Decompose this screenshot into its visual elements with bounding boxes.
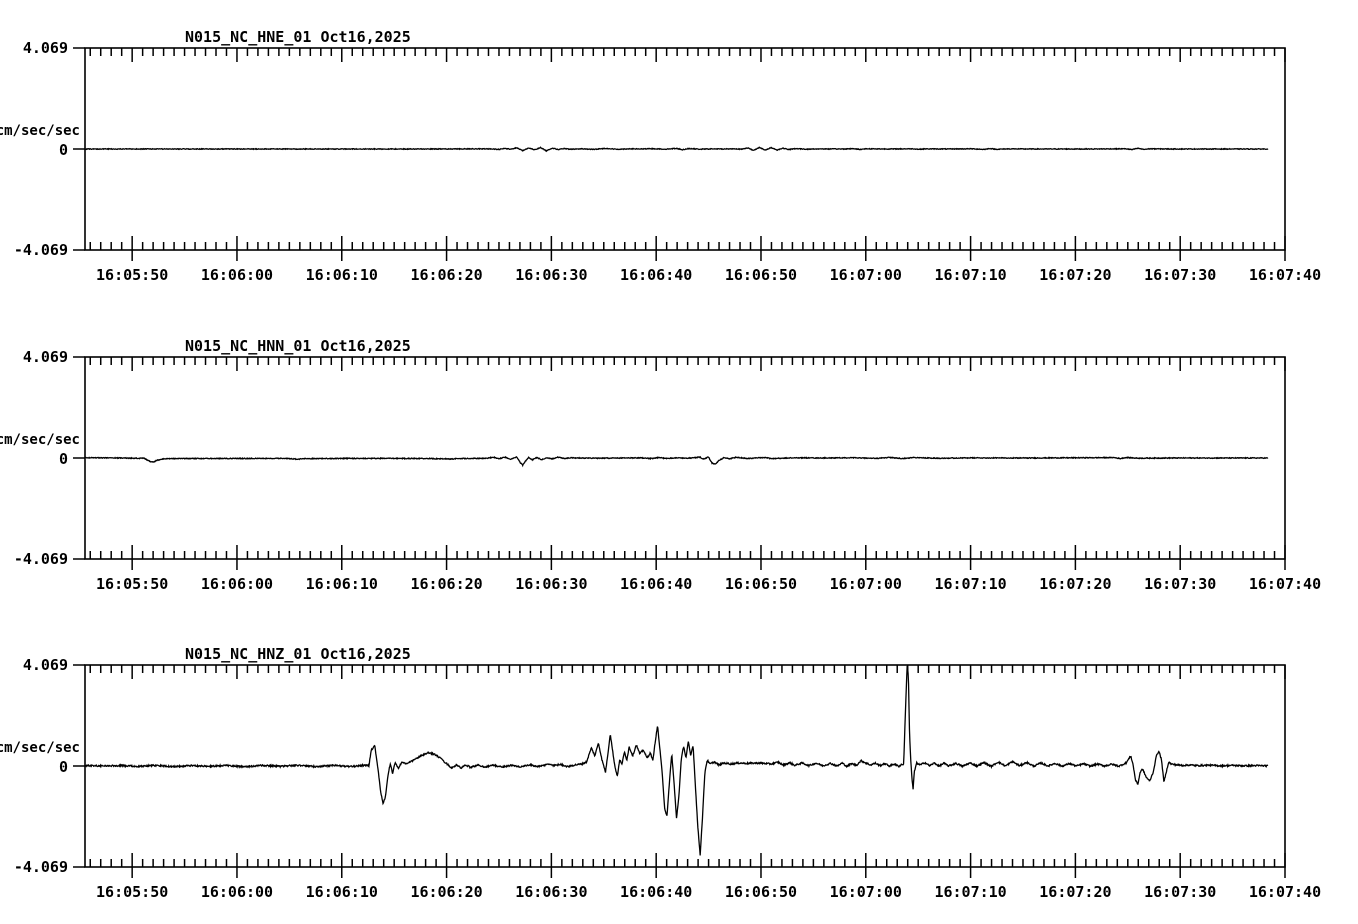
x-axis-tick-label: 16:07:20 <box>1039 266 1111 284</box>
x-axis-tick-label: 16:06:20 <box>410 883 482 901</box>
waveform-trace <box>84 146 1269 153</box>
x-axis-tick-label: 16:06:10 <box>306 266 378 284</box>
x-axis-tick-label: 16:05:50 <box>96 575 168 593</box>
x-axis-tick-label: 16:05:50 <box>96 266 168 284</box>
plot-frame <box>84 356 1286 560</box>
x-axis-tick-label: 16:06:30 <box>515 575 587 593</box>
panel-title: N015_NC_HNE_01 Oct16,2025 <box>185 28 411 46</box>
y-axis-zero-label: 0 <box>59 450 68 468</box>
x-axis-tick-label: 16:05:50 <box>96 883 168 901</box>
x-axis-tick-label: 16:07:40 <box>1249 883 1321 901</box>
plot-frame <box>84 47 1286 251</box>
x-axis-tick-label: 16:06:00 <box>201 266 273 284</box>
y-axis-unit-label: cm/sec/sec <box>0 123 80 139</box>
y-axis-max-label: 4.069 <box>23 348 68 366</box>
x-axis-tick-label: 16:06:10 <box>306 575 378 593</box>
x-axis-tick-label: 16:06:10 <box>306 883 378 901</box>
x-axis-tick-label: 16:06:20 <box>410 266 482 284</box>
x-axis-tick-label: 16:06:00 <box>201 575 273 593</box>
x-axis-tick-label: 16:06:50 <box>725 575 797 593</box>
panel-title: N015_NC_HNN_01 Oct16,2025 <box>185 337 411 355</box>
x-axis-tick-label: 16:06:40 <box>620 575 692 593</box>
x-axis-tick-label: 16:07:00 <box>830 266 902 284</box>
plot-frame <box>84 664 1286 868</box>
x-axis-tick-label: 16:06:40 <box>620 266 692 284</box>
x-axis-tick-label: 16:07:20 <box>1039 883 1111 901</box>
waveform-trace <box>84 665 1269 856</box>
panel-title: N015_NC_HNZ_01 Oct16,2025 <box>185 645 411 663</box>
y-axis-min-label: -4.069 <box>14 241 68 259</box>
x-axis-tick-label: 16:07:20 <box>1039 575 1111 593</box>
x-axis-tick-label: 16:07:10 <box>934 883 1006 901</box>
x-axis-tick-label: 16:06:30 <box>515 266 587 284</box>
x-axis-tick-label: 16:07:00 <box>830 883 902 901</box>
waveform-trace <box>84 455 1269 468</box>
x-axis-tick-label: 16:06:30 <box>515 883 587 901</box>
x-axis-tick-label: 16:06:00 <box>201 883 273 901</box>
y-axis-unit-label: cm/sec/sec <box>0 740 80 756</box>
x-axis-tick-label: 16:07:30 <box>1144 575 1216 593</box>
x-axis-tick-label: 16:06:40 <box>620 883 692 901</box>
y-axis-max-label: 4.069 <box>23 39 68 57</box>
x-axis-tick-label: 16:07:10 <box>934 266 1006 284</box>
x-axis-tick-label: 16:07:10 <box>934 575 1006 593</box>
x-axis-tick-label: 16:07:40 <box>1249 575 1321 593</box>
x-axis-tick-label: 16:07:30 <box>1144 883 1216 901</box>
y-axis-zero-label: 0 <box>59 141 68 159</box>
y-axis-min-label: -4.069 <box>14 550 68 568</box>
y-axis-max-label: 4.069 <box>23 656 68 674</box>
x-axis-tick-label: 16:06:20 <box>410 575 482 593</box>
x-axis-tick-label: 16:06:50 <box>725 883 797 901</box>
y-axis-min-label: -4.069 <box>14 858 68 876</box>
y-axis-zero-label: 0 <box>59 758 68 776</box>
x-axis-tick-label: 16:07:30 <box>1144 266 1216 284</box>
x-axis-tick-label: 16:06:50 <box>725 266 797 284</box>
x-axis-tick-label: 16:07:40 <box>1249 266 1321 284</box>
y-axis-unit-label: cm/sec/sec <box>0 432 80 448</box>
x-axis-tick-label: 16:07:00 <box>830 575 902 593</box>
